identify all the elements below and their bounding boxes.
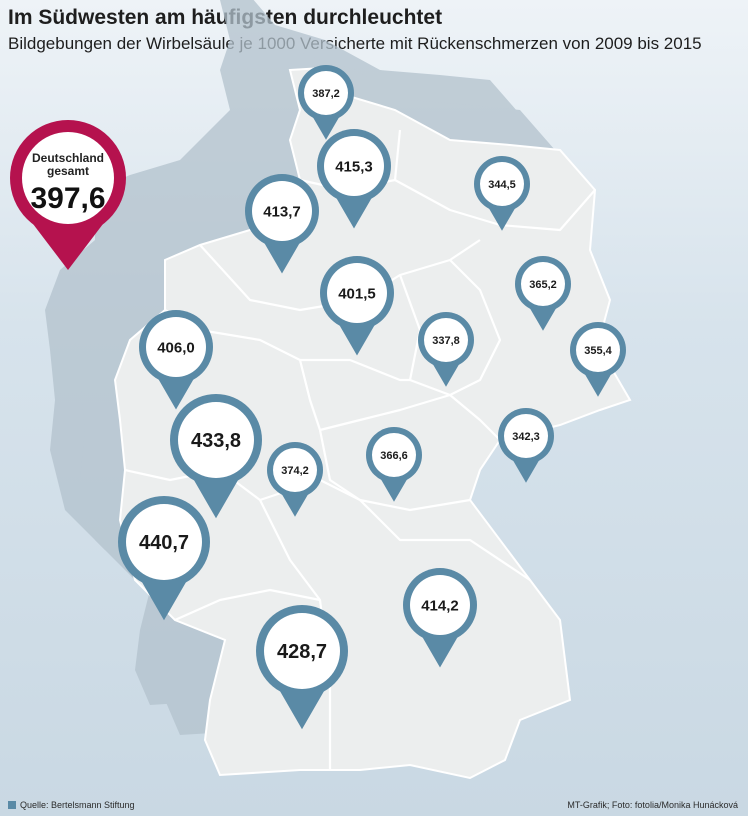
region-pin: 414,2 xyxy=(403,568,477,668)
region-pin: 428,7 xyxy=(256,605,348,730)
pin-face xyxy=(372,433,416,477)
national-average-pin: Deutschland gesamt 397,6 xyxy=(10,120,126,270)
region-pin: 401,5 xyxy=(320,256,394,356)
pin-value: 415,3 xyxy=(335,158,373,175)
region-pin: 337,8 xyxy=(418,312,474,387)
page-subtitle: Bildgebungen der Wirbelsäule je 1000 Ver… xyxy=(8,34,702,53)
pin-value: 374,2 xyxy=(281,465,309,477)
pin-value: 366,6 xyxy=(380,450,408,462)
pin-face xyxy=(252,181,312,241)
germany-outline xyxy=(113,66,632,780)
pin-value: 413,7 xyxy=(263,203,301,220)
pin-face xyxy=(264,613,340,689)
pin-value: 342,3 xyxy=(512,431,540,443)
pin-value: 387,2 xyxy=(312,88,340,100)
national-label-line2: gesamt xyxy=(47,164,89,178)
pin-face xyxy=(304,71,348,115)
region-pin: 344,5 xyxy=(474,156,530,231)
region-pin: 440,7 xyxy=(118,496,210,621)
pin-value: 433,8 xyxy=(191,430,241,452)
pin-face xyxy=(576,328,620,372)
pin-face xyxy=(504,414,548,458)
region-pin: 342,3 xyxy=(498,408,554,483)
pin-value: 344,5 xyxy=(488,179,516,191)
region-pin: 406,0 xyxy=(139,310,213,410)
region-pin: 415,3 xyxy=(317,129,391,229)
pin-value: 355,4 xyxy=(584,345,612,357)
pin-face xyxy=(424,318,468,362)
pin-face xyxy=(327,263,387,323)
pin-face xyxy=(521,262,565,306)
pin-value: 337,8 xyxy=(432,335,460,347)
pin-value: 365,2 xyxy=(529,279,557,291)
pin-face xyxy=(126,504,202,580)
national-label-line1: Deutschland xyxy=(32,151,104,165)
region-pin: 387,2 xyxy=(298,65,354,140)
pin-face xyxy=(480,162,524,206)
pin-value: 440,7 xyxy=(139,532,189,554)
region-pin: 413,7 xyxy=(245,174,319,274)
pin-value: 414,2 xyxy=(421,597,459,614)
source-text: Quelle: Bertelsmann Stiftung xyxy=(20,800,135,810)
region-pin: 433,8 xyxy=(170,394,262,519)
pin-face xyxy=(178,402,254,478)
source-swatch xyxy=(8,801,16,809)
region-pin: 365,2 xyxy=(515,256,571,331)
pin-value: 401,5 xyxy=(338,285,376,302)
pin-face xyxy=(410,575,470,635)
region-pin: 366,6 xyxy=(366,427,422,502)
pin-value: 406,0 xyxy=(157,339,195,356)
source-note: Quelle: Bertelsmann Stiftung xyxy=(8,800,135,810)
region-pin: 374,2 xyxy=(267,442,323,517)
pin-value: 428,7 xyxy=(277,641,327,663)
national-value: 397,6 xyxy=(30,182,105,215)
pin-face xyxy=(273,448,317,492)
pin-face xyxy=(146,317,206,377)
photo-credit: MT-Grafik; Foto: fotolia/Monika Hunáckov… xyxy=(567,800,738,810)
region-pin: 355,4 xyxy=(570,322,626,397)
pin-face xyxy=(324,136,384,196)
